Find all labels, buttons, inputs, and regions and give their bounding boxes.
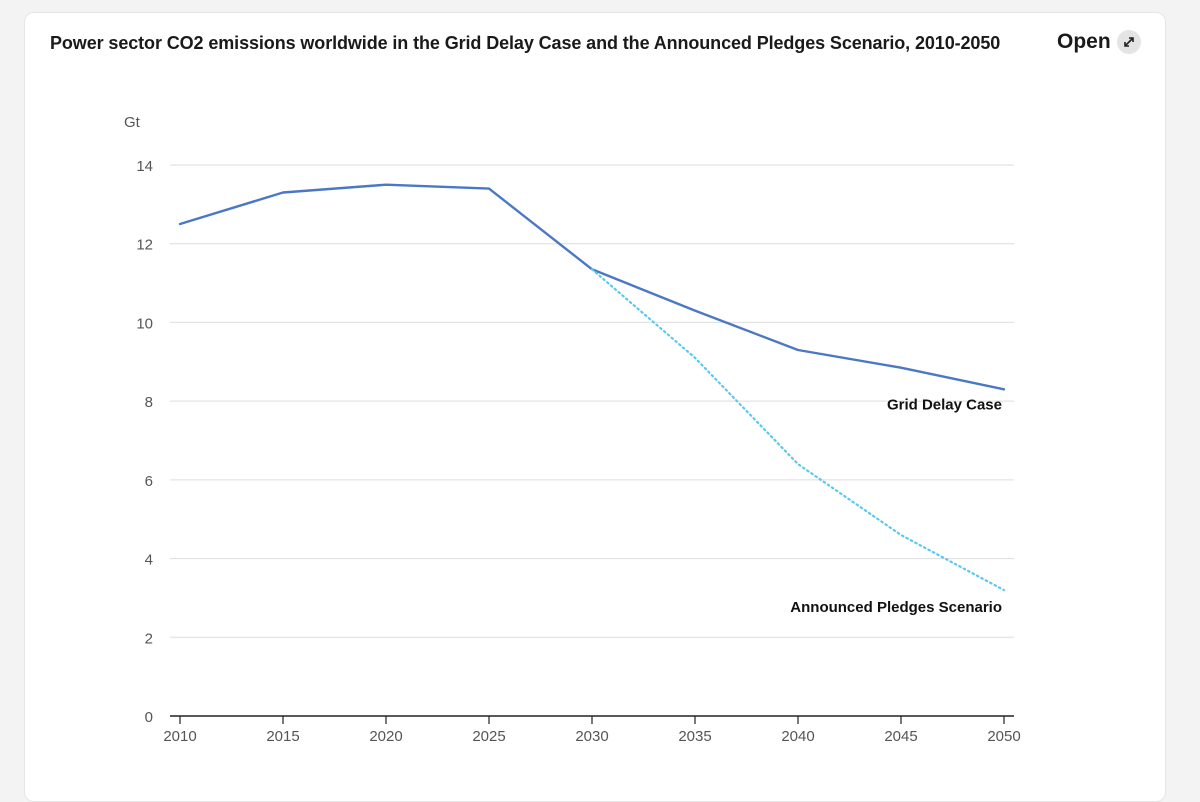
x-tick-label: 2015 <box>266 728 299 745</box>
x-tick-label: 2020 <box>369 728 402 745</box>
x-tick-label: 2035 <box>678 728 711 745</box>
x-tick-label: 2030 <box>575 728 608 745</box>
open-button-label: Open <box>1057 30 1111 53</box>
x-tick-label: 2040 <box>781 728 814 745</box>
series-label-announced-pledges-scenario: Announced Pledges Scenario <box>790 599 1002 616</box>
y-axis-unit-label: Gt <box>124 114 141 131</box>
chart-card <box>24 12 1166 802</box>
open-button[interactable]: Open <box>1057 30 1141 54</box>
series-label-grid-delay-case: Grid Delay Case <box>887 396 1002 413</box>
series-line-announced-pledges-scenario <box>590 268 1006 592</box>
y-tick-label: 12 <box>136 237 153 254</box>
y-tick-label: 14 <box>136 158 153 175</box>
x-tick-label: 2045 <box>884 728 917 745</box>
y-tick-label: 8 <box>145 394 153 411</box>
chart-title: Power sector CO2 emissions worldwide in … <box>50 33 1001 53</box>
series-line-grid-delay-case <box>178 183 1006 391</box>
line-chart: Gt 0 2 4 6 8 10 12 14 2010 2015 2020 2025 2030 2035 204… <box>124 114 1021 745</box>
y-tick-label: 4 <box>145 552 153 569</box>
y-tick-label: 0 <box>145 709 153 726</box>
expand-arrows-icon <box>1116 30 1141 54</box>
x-tick-label: 2025 <box>472 728 505 745</box>
y-tick-label: 2 <box>145 630 153 647</box>
y-tick-label: 10 <box>136 315 153 332</box>
x-tick-label: 2010 <box>163 728 196 745</box>
y-tick-label: 6 <box>145 473 153 490</box>
x-tick-label: 2050 <box>987 728 1020 745</box>
